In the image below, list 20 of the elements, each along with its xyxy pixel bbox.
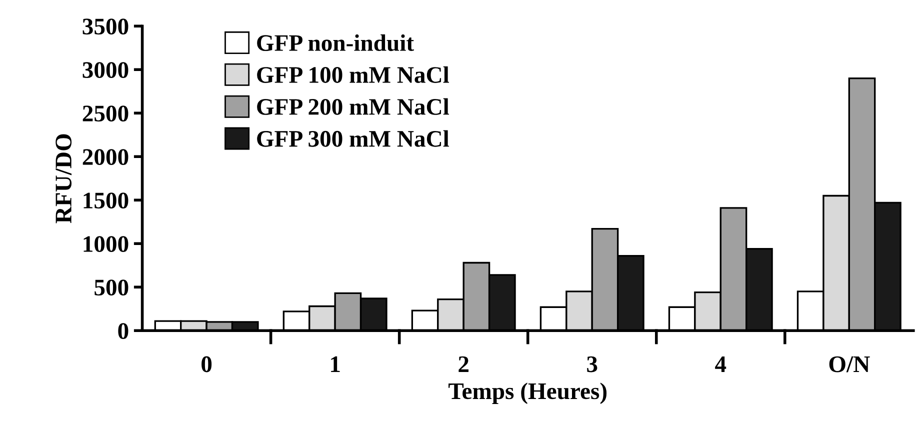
x-axis-title: Temps (Heures) xyxy=(448,382,607,404)
y-tick-label: 3500 xyxy=(82,18,128,35)
y-tick-label: 1000 xyxy=(84,236,128,252)
y-tick-label: 2000 xyxy=(82,149,128,166)
legend-label: GFP non-induit xyxy=(257,34,414,52)
legend-label: GFP 100 mM NaCl xyxy=(257,66,449,83)
x-tick-label: 3 xyxy=(587,356,598,372)
x-tick-label: 4 xyxy=(715,356,726,372)
y-axis-title: RFU/DO xyxy=(56,134,72,224)
x-tick-label: O/N xyxy=(829,356,870,372)
y-tick-label: 500 xyxy=(94,280,128,296)
legend-label: GFP 200 mM NaCl xyxy=(257,98,449,115)
y-tick-label: 1500 xyxy=(84,192,128,209)
y-tick-label: 0 xyxy=(118,323,128,340)
x-tick-label: 2 xyxy=(458,356,468,372)
y-tick-label: 3000 xyxy=(82,62,128,78)
x-tick-label: 0 xyxy=(202,356,212,372)
x-tick-label: 1 xyxy=(331,356,340,372)
y-tick-label: 2500 xyxy=(82,106,128,122)
legend-label: GFP 300 mM NaCl xyxy=(257,130,449,147)
